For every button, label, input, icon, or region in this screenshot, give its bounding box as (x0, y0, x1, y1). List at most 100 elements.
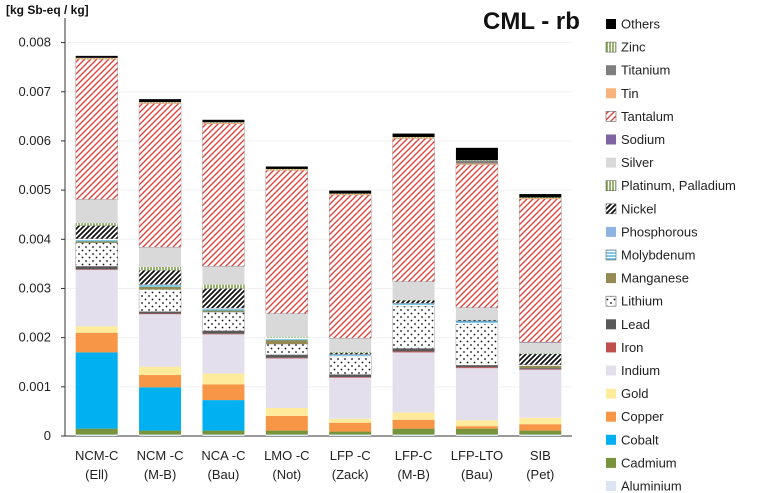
bar-segment-gold (519, 417, 562, 425)
bar-segment-cadmium (139, 430, 182, 435)
bar-segment-indium (75, 269, 118, 327)
legend-item: Iron (606, 340, 643, 355)
legend-item: Sodium (606, 132, 665, 147)
bar-segment-others (455, 147, 498, 161)
bar-segment-molybdenum (392, 303, 435, 307)
x-tick-label: NCM-C (75, 448, 118, 463)
legend-label: Cadmium (621, 455, 677, 470)
bar-segment-lead (455, 365, 498, 368)
legend-item: Tantalum (605, 109, 674, 124)
bar-segment-lead (392, 348, 435, 352)
bar-segment-sodium (519, 342, 562, 343)
x-tick-label: (Not) (272, 467, 301, 482)
bar-segment-zinc (455, 160, 498, 161)
bar-segment-zinc (202, 122, 245, 123)
x-tick-label: LMO -C (264, 448, 310, 463)
x-tick-label: (M-B) (397, 467, 430, 482)
bar-segment-iron (139, 313, 182, 315)
bar-segment-lead (519, 368, 562, 370)
bar-segment-lead (75, 266, 118, 270)
bar-segment-tantalum (202, 123, 245, 267)
bar-segment-cadmium (329, 431, 372, 435)
legend-label: Zinc (621, 40, 646, 55)
bar-segment-gold (265, 407, 308, 416)
legend-label: Titanium (621, 63, 670, 78)
legend-swatch (605, 41, 617, 53)
bar-stack (202, 119, 245, 436)
bar-segment-gold (329, 418, 372, 423)
x-tick-label: NCM -C (137, 448, 184, 463)
bar-segment-indium (329, 377, 372, 419)
legend-item: Gold (606, 386, 648, 401)
bar-segment-copper (202, 384, 245, 401)
bar-segment-gold (202, 373, 245, 385)
y-tick-label: 0 (44, 428, 51, 443)
legend-label: Lead (621, 317, 650, 332)
bar-segment-tantalum (519, 198, 562, 343)
bar-stack (519, 194, 562, 436)
legend-item: Platinum, Palladium (605, 178, 736, 193)
bar-segment-lithium (392, 305, 435, 349)
legend-swatch (606, 319, 616, 330)
legend-swatch (606, 342, 616, 353)
legend-item: Lithium (605, 294, 663, 309)
bar-segment-others (75, 55, 118, 58)
bar-segment-silver (139, 247, 182, 267)
legend-label: Phosphorous (621, 224, 698, 239)
y-tick-label: 0.007 (18, 84, 51, 99)
bar-segment-nickel (455, 319, 499, 322)
bar-segment-platinum-palladium (202, 284, 245, 289)
bar-segment-tantalum (455, 164, 499, 308)
bar-segment-cobalt (139, 387, 182, 431)
bar-segment-tin (202, 122, 245, 124)
bar-segment-tantalum (138, 103, 182, 248)
x-tick-label: (M-B) (144, 467, 177, 482)
legend-item: Manganese (606, 271, 689, 286)
y-axis-ticks: 0 0.001 0.002 0.003 0.004 0.005 0.006 0.007 0.00… (18, 35, 65, 443)
bars (75, 55, 562, 436)
bar-segment-iron (392, 351, 435, 353)
bar-segment-iron (455, 367, 498, 369)
legend-swatch (606, 365, 616, 376)
bar-segment-lithium (138, 289, 182, 312)
x-tick-label: (Bau) (461, 467, 493, 482)
bar-segment-indium (455, 368, 498, 421)
y-tick-label: 0.004 (18, 231, 51, 246)
bar-segment-iron (519, 369, 562, 370)
bar-segment-cadmium (392, 428, 435, 435)
bar-segment-others (139, 99, 182, 103)
legend-swatch (606, 411, 616, 422)
bar-segment-copper (75, 332, 118, 353)
bar-segment-silver (519, 342, 562, 354)
bar-segment-lithium (202, 311, 245, 331)
y-tick-label: 0.008 (18, 35, 51, 50)
bar-segment-zinc (139, 102, 182, 103)
bar-stack (265, 166, 309, 436)
bar-segment-nickel (202, 288, 245, 309)
bar-segment-others (265, 166, 308, 169)
bar-segment-aluminium (329, 434, 372, 436)
bar-segment-aluminium (139, 434, 182, 436)
chart-title: CML - rb (483, 8, 580, 35)
legend-swatch (606, 226, 616, 237)
legend-item: Aluminium (606, 479, 682, 493)
x-tick-label: (Zack) (332, 467, 369, 482)
bar-segment-lithium (455, 323, 499, 366)
bar-segment-aluminium (202, 434, 245, 436)
bar-segment-platinum-palladium (75, 223, 118, 226)
bar-segment-copper (139, 375, 182, 388)
bar-segment-copper (455, 426, 498, 429)
x-tick-label: LFP-LTO (451, 448, 503, 463)
x-tick-label: (Ell) (85, 467, 108, 482)
bar-segment-iron (265, 357, 308, 359)
bar-segment-phosphorous (329, 354, 372, 355)
bar-segment-nickel (392, 300, 435, 304)
bar-segment-nickel (75, 225, 118, 240)
bar-segment-zinc (75, 57, 118, 59)
legend-swatch (605, 180, 617, 191)
bar-segment-cobalt (75, 352, 118, 429)
bar-segment-indium (139, 314, 182, 367)
bar-segment-lithium (75, 242, 118, 267)
bar-segment-zinc (519, 197, 562, 199)
bar-segment-lithium (328, 356, 372, 375)
